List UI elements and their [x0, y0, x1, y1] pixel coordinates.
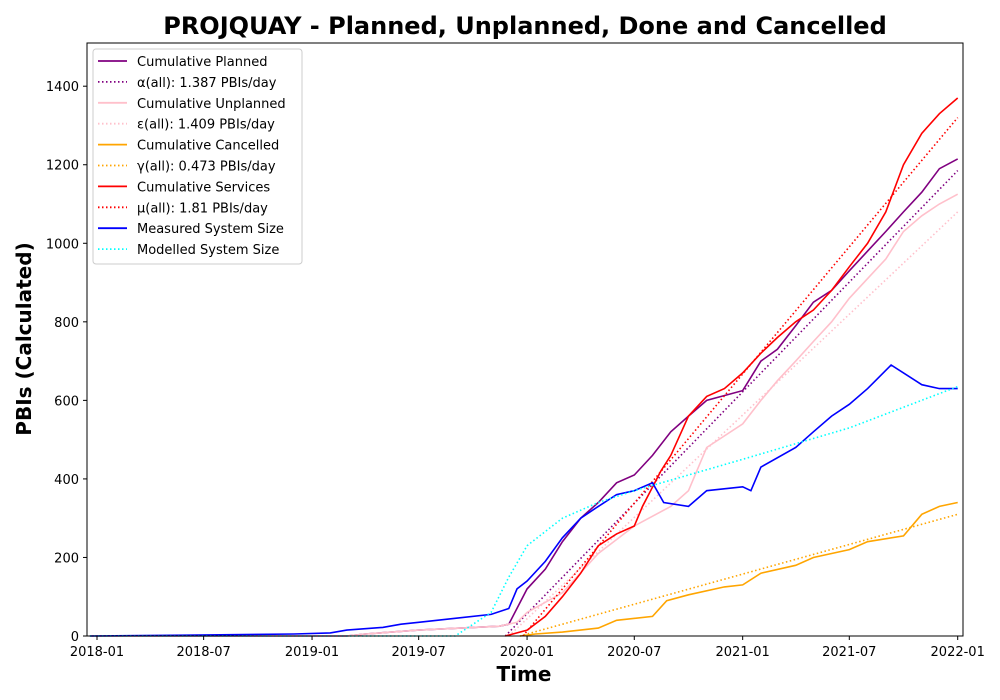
- y-axis-label: PBIs (Calculated): [12, 242, 36, 435]
- y-tick-label-0: 0: [71, 630, 79, 645]
- legend-label-5: γ(all): 0.473 PBIs/day: [137, 160, 276, 175]
- chart-title: PROJQUAY - Planned, Unplanned, Done and …: [163, 12, 887, 40]
- y-tick-label-3: 600: [54, 394, 79, 409]
- legend-label-6: Cumulative Services: [137, 180, 270, 195]
- legend-label-7: μ(all): 1.81 PBIs/day: [137, 201, 268, 216]
- y-tick-label-5: 1000: [46, 237, 79, 252]
- x-tick-label-0: 2018-01: [70, 645, 124, 660]
- y-tick-label-7: 1400: [46, 80, 79, 95]
- x-tick-label-6: 2021-01: [716, 645, 770, 660]
- y-tick-label-6: 1200: [46, 159, 79, 174]
- y-tick-label-1: 200: [54, 551, 79, 566]
- y-tick-label-2: 400: [54, 473, 79, 488]
- x-tick-label-2: 2019-01: [285, 645, 339, 660]
- legend-label-1: α(all): 1.387 PBIs/day: [137, 76, 277, 91]
- legend-label-0: Cumulative Planned: [137, 55, 267, 70]
- x-tick-label-4: 2020-01: [500, 645, 554, 660]
- series-line-9: [90, 387, 958, 636]
- x-axis: 2018-01 2018-07 2019-01 2019-07 2020-01 2020-…: [70, 636, 985, 660]
- legend: Cumulative Planned α(all): 1.387 PBIs/day…: [93, 49, 302, 264]
- x-tick-label-7: 2021-07: [822, 645, 876, 660]
- y-tick-label-4: 800: [54, 316, 79, 331]
- y-axis: 0 200 400 600 800 1000 1200 1400: [46, 80, 87, 645]
- legend-label-8: Measured System Size: [137, 222, 284, 237]
- legend-label-3: ε(all): 1.409 PBIs/day: [137, 118, 275, 133]
- series-line-3: [509, 212, 958, 636]
- legend-label-9: Modelled System Size: [137, 243, 279, 258]
- x-axis-label: Time: [497, 662, 552, 686]
- legend-label-4: Cumulative Cancelled: [137, 139, 279, 154]
- x-tick-label-1: 2018-07: [176, 645, 230, 660]
- x-tick-label-8: 2022-01: [931, 645, 985, 660]
- series-line-5: [520, 514, 958, 636]
- legend-label-2: Cumulative Unplanned: [137, 97, 286, 112]
- series-line-4: [520, 503, 958, 637]
- x-tick-label-5: 2020-07: [607, 645, 661, 660]
- series-line-1: [505, 171, 957, 636]
- x-tick-label-3: 2019-07: [392, 645, 446, 660]
